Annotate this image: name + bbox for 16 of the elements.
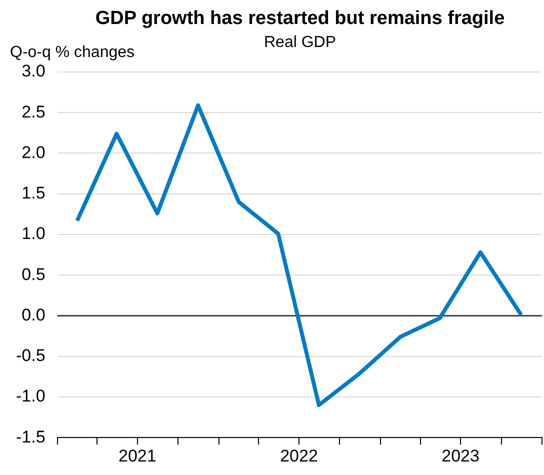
y-tick-label: -1.5 [16,427,46,446]
y-tick-label: -0.5 [16,346,46,366]
x-tick-label: 2021 [118,446,156,466]
y-tick-label: 2.0 [22,142,46,162]
y-tick-label: 2.5 [22,102,46,122]
x-tick-label: 2022 [280,446,318,466]
y-tick-label: 1.5 [22,184,46,203]
chart-subtitle: Real GDP [264,34,336,51]
y-tick-label: 0.0 [22,305,46,324]
y-tick-label: 3.0 [22,62,46,81]
x-tick-label: 2023 [442,446,480,466]
y-tick-label: -1.0 [16,386,46,406]
y-tick-label: 0.5 [22,264,46,284]
chart-title: GDP growth has restarted but remains fragile [94,8,506,30]
y-tick-label: 1.0 [22,224,46,244]
y-axis-title: Q-o-q % changes [10,44,135,62]
